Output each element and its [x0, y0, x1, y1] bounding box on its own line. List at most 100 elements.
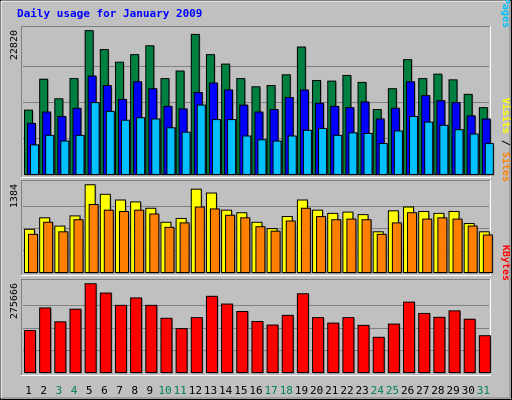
- bar-kbytes-day-2: [39, 307, 52, 373]
- x-tick-label: 7: [116, 384, 123, 397]
- bar-pages-day-8: [136, 117, 146, 175]
- panel-visits: 1384 Visits / Sites: [9, 98, 512, 276]
- bar-pages-day-1: [30, 144, 39, 176]
- x-tick-label: 5: [86, 384, 93, 397]
- bar-pages-day-19: [302, 129, 312, 175]
- bar-pages-day-13: [211, 119, 221, 176]
- bar-kbytes-day-26: [403, 301, 416, 374]
- x-tick-label: 17: [265, 384, 278, 397]
- bar-kbytes-day-29: [448, 310, 461, 374]
- bar-pages-day-15: [242, 135, 252, 175]
- bar-pages-day-12: [196, 104, 206, 175]
- bar-kbytes-day-9: [145, 304, 158, 374]
- bar-pages-day-18: [287, 135, 297, 175]
- y-max-label: 1384: [9, 184, 20, 208]
- x-tick-label: 16: [249, 384, 262, 397]
- bar-pages-day-25: [393, 130, 403, 175]
- legend-entry-pages: Pages: [500, 0, 511, 28]
- x-tick-label: 18: [280, 384, 293, 397]
- bar-sites-day-31: [482, 234, 493, 273]
- bar-sites-day-12: [194, 206, 205, 273]
- x-tick-label: 26: [401, 384, 414, 397]
- bar-pages-day-10: [166, 127, 176, 175]
- bar-kbytes-day-12: [190, 317, 203, 374]
- bar-kbytes-day-23: [357, 324, 370, 374]
- bar-kbytes-day-4: [69, 308, 82, 373]
- y-max-label: 275666: [9, 283, 20, 319]
- bar-pages-day-30: [469, 133, 479, 176]
- bar-sites-day-9: [149, 213, 160, 273]
- bar-sites-day-16: [255, 226, 266, 273]
- bar-sites-day-5: [88, 203, 99, 273]
- bar-kbytes-day-28: [433, 316, 446, 374]
- bar-kbytes-day-6: [99, 292, 112, 373]
- bar-kbytes-day-14: [221, 303, 234, 373]
- bar-sites-day-3: [58, 231, 69, 273]
- bar-sites-day-19: [300, 207, 311, 273]
- bar-kbytes-day-17: [266, 324, 279, 374]
- bar-sites-day-22: [346, 218, 357, 274]
- x-tick-label: 21: [325, 384, 338, 397]
- bar-sites-day-23: [361, 219, 372, 273]
- bar-sites-day-1: [28, 233, 38, 274]
- bar-pages-day-2: [45, 134, 55, 175]
- bar-kbytes-day-25: [387, 323, 400, 374]
- x-tick-label: 12: [189, 384, 202, 397]
- bar-kbytes-day-18: [281, 314, 294, 374]
- bar-pages-day-6: [105, 110, 115, 176]
- bar-sites-day-18: [285, 220, 296, 274]
- bar-pages-day-31: [484, 143, 494, 176]
- bar-kbytes-day-20: [312, 317, 325, 374]
- bar-pages-day-28: [439, 124, 449, 175]
- x-tick-label: 29: [446, 384, 459, 397]
- bar-pages-day-27: [424, 121, 434, 176]
- bar-sites-day-6: [103, 209, 114, 274]
- x-tick-label: 10: [158, 384, 171, 397]
- bar-sites-day-13: [209, 208, 220, 273]
- x-tick-label: 19: [295, 384, 308, 397]
- x-tick-label: 9: [147, 384, 154, 397]
- bar-kbytes-day-7: [114, 304, 127, 374]
- bar-sites-day-28: [437, 217, 448, 273]
- legend-entry-sites: Sites: [500, 152, 512, 182]
- bar-pages-day-24: [378, 143, 388, 176]
- bar-sites-day-14: [225, 214, 236, 273]
- bar-kbytes-day-21: [327, 322, 340, 374]
- bar-kbytes-day-24: [372, 336, 385, 374]
- bar-pages-day-14: [227, 119, 237, 176]
- bar-kbytes-day-30: [463, 318, 476, 373]
- x-tick-label: 6: [101, 384, 108, 397]
- bar-pages-day-7: [120, 119, 130, 175]
- bar-kbytes-day-3: [54, 321, 67, 374]
- bar-sites-day-17: [270, 230, 281, 273]
- bar-sites-day-30: [467, 225, 478, 273]
- bar-kbytes-day-11: [175, 328, 188, 374]
- chart-title: Daily usage for January 2009: [17, 7, 202, 20]
- x-tick-label: 31: [477, 384, 490, 397]
- x-tick-label: 28: [431, 384, 444, 397]
- bar-kbytes-day-22: [342, 317, 355, 374]
- bar-kbytes-day-13: [205, 295, 218, 373]
- bar-kbytes-day-10: [160, 317, 173, 373]
- x-tick-label: 4: [71, 384, 78, 397]
- bar-kbytes-day-15: [236, 310, 249, 373]
- x-tick-label: 2: [40, 384, 47, 397]
- x-tick-label: 20: [310, 384, 323, 397]
- bar-sites-day-10: [164, 226, 175, 273]
- y-max-label: 22820: [9, 30, 20, 60]
- panel-hits: 22820 Hits / Files / Pages: [9, 0, 511, 178]
- bar-sites-day-11: [179, 222, 190, 273]
- bar-sites-day-25: [391, 222, 402, 273]
- bar-sites-day-20: [316, 216, 327, 274]
- x-tick-label: 11: [174, 384, 187, 397]
- x-tick-label: 22: [340, 384, 353, 397]
- legend-kbytes: KBytes: [500, 245, 511, 281]
- panel-kbytes: 275666 KBytes: [9, 245, 511, 376]
- bar-sites-day-2: [43, 221, 54, 273]
- bar-sites-day-8: [134, 209, 145, 274]
- bar-sites-day-26: [407, 212, 418, 274]
- bar-pages-day-11: [181, 131, 191, 175]
- bar-pages-day-9: [151, 118, 161, 175]
- x-tick-label: 13: [204, 384, 217, 397]
